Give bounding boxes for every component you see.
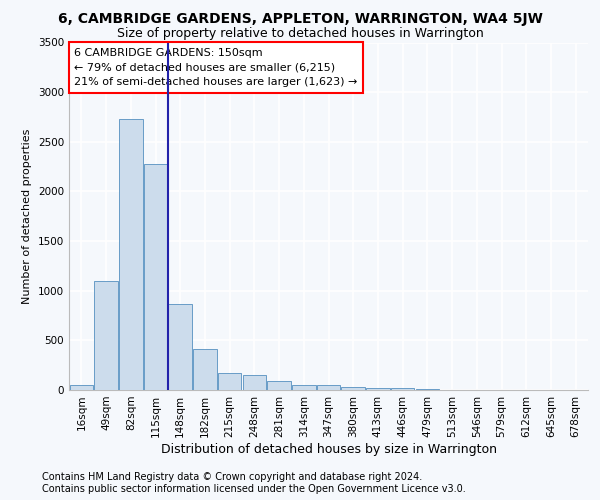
Text: 6 CAMBRIDGE GARDENS: 150sqm
← 79% of detached houses are smaller (6,215)
21% of : 6 CAMBRIDGE GARDENS: 150sqm ← 79% of det… [74, 48, 358, 88]
Bar [416, 389, 439, 390]
Text: Distribution of detached houses by size in Warrington: Distribution of detached houses by size … [161, 442, 497, 456]
Bar [119, 119, 143, 390]
Bar [317, 385, 340, 390]
Bar [391, 388, 415, 390]
Bar [169, 304, 192, 390]
Y-axis label: Number of detached properties: Number of detached properties [22, 128, 32, 304]
Bar [366, 388, 389, 390]
Bar [94, 281, 118, 390]
Text: Contains HM Land Registry data © Crown copyright and database right 2024.: Contains HM Land Registry data © Crown c… [42, 472, 422, 482]
Bar [268, 381, 291, 390]
Bar [70, 385, 93, 390]
Bar [144, 164, 167, 390]
Bar [341, 387, 365, 390]
Bar [242, 374, 266, 390]
Text: Contains public sector information licensed under the Open Government Licence v3: Contains public sector information licen… [42, 484, 466, 494]
Bar [218, 373, 241, 390]
Text: 6, CAMBRIDGE GARDENS, APPLETON, WARRINGTON, WA4 5JW: 6, CAMBRIDGE GARDENS, APPLETON, WARRINGT… [58, 12, 542, 26]
Text: Size of property relative to detached houses in Warrington: Size of property relative to detached ho… [116, 28, 484, 40]
Bar [292, 384, 316, 390]
Bar [193, 349, 217, 390]
